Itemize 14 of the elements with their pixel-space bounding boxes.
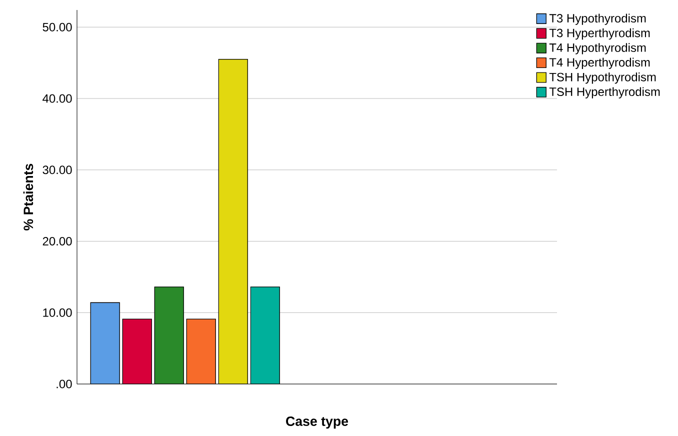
legend-label: T3 Hypothyrodism xyxy=(549,14,646,25)
x-axis-title: Case type xyxy=(286,416,348,429)
legend-label: T4 Hyperthyrodism xyxy=(549,58,650,69)
y-tick-label: 10.00 xyxy=(43,308,72,317)
legend-label: T3 Hyperthyrodism xyxy=(549,28,650,40)
y-tick-label: 30.00 xyxy=(42,166,72,174)
legend-label: T4 Hypothyrodism xyxy=(549,43,646,54)
legend-label: TSH Hypothyrodism xyxy=(549,72,656,84)
legend-label: TSH Hyperthyrodism xyxy=(549,87,660,98)
y-tick-label: 40.00 xyxy=(42,94,72,103)
y-axis-title: % Ptaients xyxy=(23,164,34,230)
y-tick-label: 50.00 xyxy=(42,22,72,32)
y-tick-label: 20.00 xyxy=(42,236,72,246)
y-tick-label: .00 xyxy=(56,380,72,388)
